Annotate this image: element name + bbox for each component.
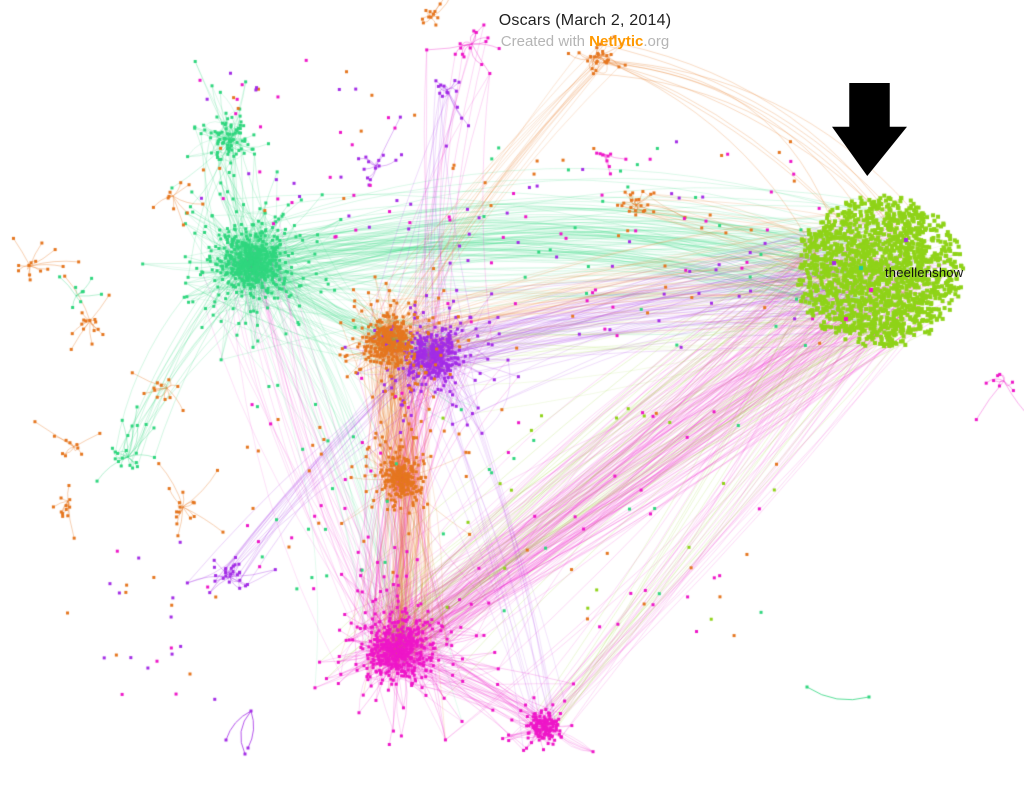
cluster-label-theellenshow: theellenshow <box>885 265 964 280</box>
chart-title: Oscars (March 2, 2014) <box>498 12 672 29</box>
chart-header: Oscars (March 2, 2014) Created with Netl… <box>499 10 671 52</box>
credit-prefix: Created with <box>500 32 590 50</box>
netlytic-brand: Netlytic <box>589 32 644 50</box>
credit-suffix: .org <box>643 32 670 50</box>
chart-credit: Created with Netlytic.org <box>499 32 671 52</box>
